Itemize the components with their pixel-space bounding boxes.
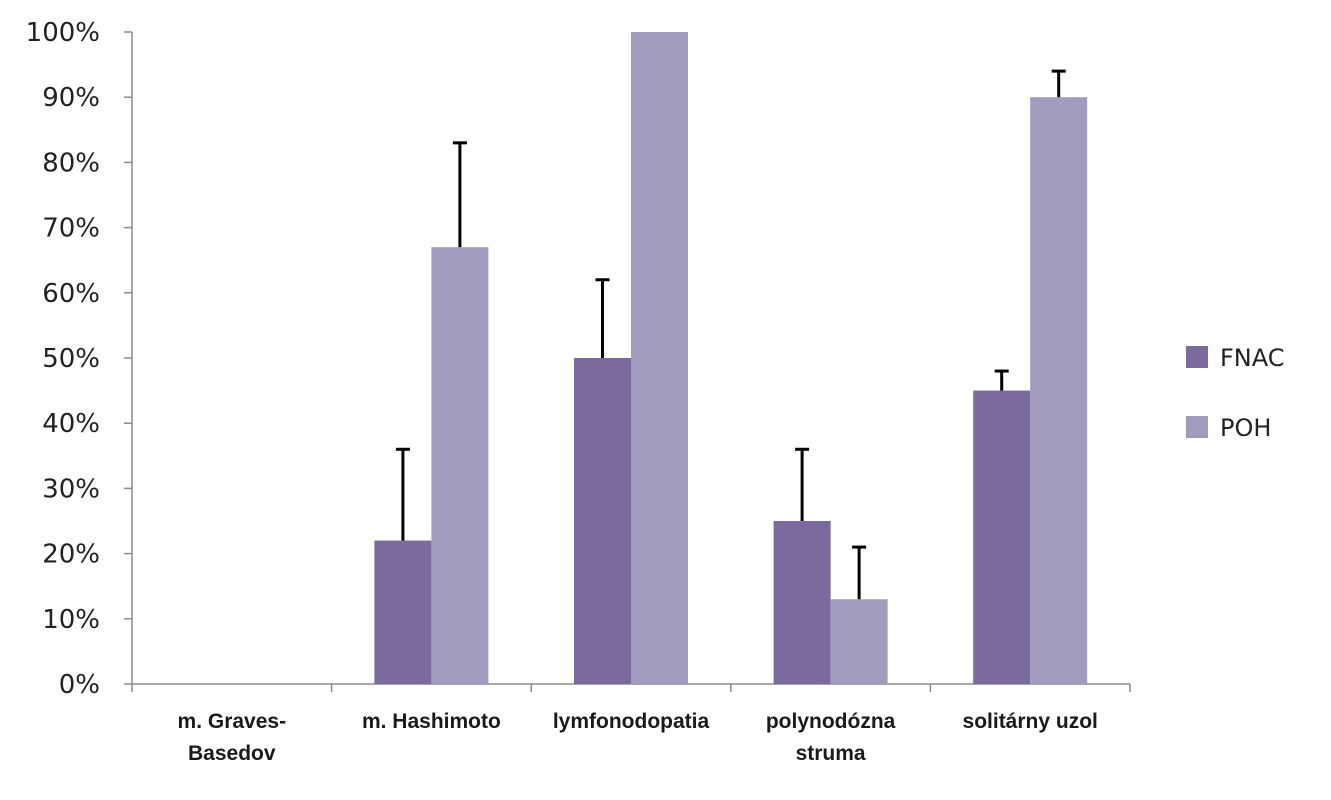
x-tick-label: m. Graves-Basedov (178, 710, 287, 765)
legend-label-poh: POH (1220, 414, 1271, 442)
y-tick-label: 60% (42, 279, 100, 309)
bar-poh (431, 247, 489, 684)
x-axis: m. Graves-Basedov m. Hashimoto lymfonodopa… (131, 683, 1131, 765)
y-tick-label: 0% (59, 670, 100, 700)
legend-swatch-poh (1186, 416, 1208, 438)
y-tick-label: 80% (42, 148, 100, 178)
bar-fnac (574, 358, 631, 684)
x-tick-label: lymfonodopatia (553, 710, 710, 733)
error-bars (395, 69, 1066, 600)
bar-poh (1030, 97, 1088, 684)
legend: FNAC POH (1186, 344, 1285, 442)
y-tick-label: 100% (26, 18, 100, 48)
y-tick-label: 10% (42, 605, 100, 635)
legend-label-fnac: FNAC (1220, 344, 1285, 372)
y-tick-label: 40% (42, 409, 100, 439)
bar-poh (631, 32, 688, 684)
bar-fnac (973, 390, 1031, 684)
bar-fnac (374, 540, 432, 684)
x-tick-label: solitárny uzol (963, 710, 1098, 733)
legend-swatch-fnac (1186, 346, 1208, 368)
bars (374, 32, 1088, 684)
y-tick-label: 50% (42, 344, 100, 374)
bar-fnac (773, 521, 831, 684)
x-tick-label: polynodózna struma (766, 710, 896, 765)
bar-poh (830, 599, 888, 684)
x-tick-label: m. Hashimoto (362, 710, 501, 733)
y-tick-label: 90% (42, 83, 100, 113)
y-axis: 0% 10% 20% 30% 40% 50% 60% 70% 80% 90% 100% (26, 18, 133, 700)
y-tick-label: 20% (42, 540, 100, 570)
y-tick-label: 70% (42, 214, 100, 244)
y-tick-label: 30% (42, 474, 100, 504)
